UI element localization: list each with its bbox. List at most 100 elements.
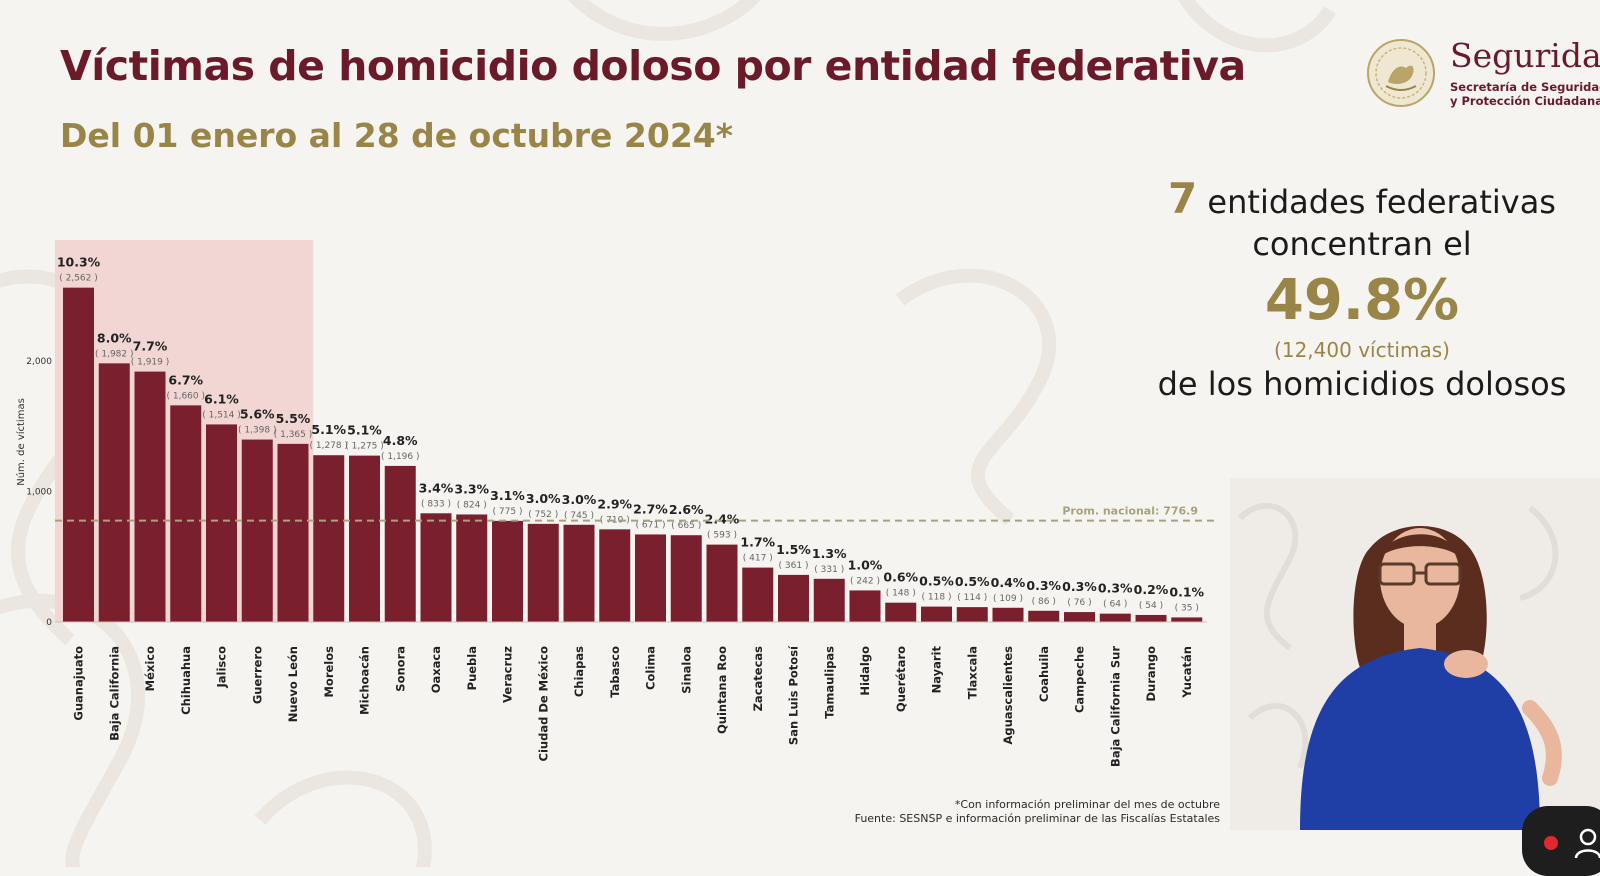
category-label: Sonora [393, 646, 407, 692]
bar-percent-label: 3.3% [454, 481, 489, 496]
bar-30 [1099, 613, 1131, 622]
bar-27 [992, 607, 1024, 622]
bar-value-label: ( 665 ) [671, 521, 701, 531]
user-icon [1574, 828, 1600, 858]
bar-29 [1064, 612, 1095, 622]
category-label: Sinaloa [679, 646, 693, 694]
category-label: Querétaro [894, 646, 908, 712]
recording-indicator[interactable] [1522, 806, 1600, 876]
y-tick-label: 2,000 [26, 357, 52, 367]
logo-line-1: Secretaría de Seguridad [1450, 80, 1600, 94]
bar-4 [170, 405, 202, 622]
bar-value-label: ( 833 ) [421, 499, 451, 509]
bar-value-label: ( 109 ) [993, 594, 1023, 604]
bar-28 [1028, 610, 1060, 622]
highlight-line-1: 7 entidades federativas [1152, 178, 1572, 223]
bar-value-label: ( 1,196 ) [381, 452, 420, 462]
y-tick-label: 1,000 [26, 488, 52, 498]
bar-percent-label: 0.2% [1134, 582, 1169, 597]
bar-9 [349, 455, 380, 622]
logo-name: Seguridad [1450, 36, 1600, 75]
bar-percent-label: 2.7% [633, 501, 668, 516]
category-label: Veracruz [501, 646, 515, 703]
bar-value-label: ( 361 ) [779, 561, 809, 571]
bar-17 [635, 534, 666, 622]
bar-value-label: ( 118 ) [922, 593, 952, 603]
bar-value-label: ( 54 ) [1139, 601, 1163, 611]
category-label: Guanajuato [72, 646, 86, 721]
footnote-preliminary: *Con información preliminar del mes de o… [954, 798, 1220, 811]
bar-percent-label: 0.3% [1062, 579, 1097, 594]
bar-value-label: ( 1,275 ) [345, 442, 384, 452]
highlight-percent: 49.8% [1264, 268, 1460, 333]
national-seal-icon [1367, 39, 1435, 107]
bar-value-label: ( 671 ) [636, 520, 666, 530]
agency-logo: Seguridad Secretaría de Seguridad y Prot… [1366, 36, 1600, 114]
bar-value-label: ( 710 ) [600, 515, 630, 525]
category-label: Colima [644, 646, 658, 690]
highlight-line-3: de los homicidios dolosos [1157, 365, 1567, 403]
bar-value-label: ( 1,982 ) [95, 349, 134, 359]
bar-12 [456, 514, 488, 622]
bar-26 [956, 607, 988, 622]
bar-14 [527, 523, 559, 622]
category-label: Guerrero [250, 646, 264, 704]
bar-percent-label: 1.0% [848, 557, 883, 572]
category-label: Tabasco [608, 646, 622, 698]
bar-percent-label: 0.3% [1026, 578, 1061, 593]
bar-percent-label: 6.1% [204, 391, 239, 406]
bar-value-label: ( 1,919 ) [131, 358, 170, 368]
bar-25 [921, 606, 952, 622]
category-label: Yucatán [1180, 646, 1194, 699]
category-label: Jalisco [215, 646, 229, 689]
sign-language-interpreter-video [1230, 478, 1600, 830]
bar-percent-label: 0.5% [955, 574, 990, 589]
category-label: Campeche [1073, 646, 1087, 713]
bar-3 [134, 371, 166, 622]
highlight-count: 7 [1168, 174, 1198, 223]
bar-value-label: ( 745 ) [564, 511, 594, 521]
bar-percent-label: 0.6% [883, 570, 918, 585]
bar-16 [599, 529, 631, 622]
bar-percent-label: 5.5% [276, 411, 311, 426]
highlight-line-2: concentran el [1252, 225, 1472, 263]
bar-percent-label: 3.1% [490, 488, 525, 503]
category-label: San Luis Potosí [787, 645, 801, 745]
footnotes: *Con información preliminar del mes de o… [760, 798, 1220, 826]
bar-percent-label: 10.3% [57, 255, 101, 270]
bar-percent-label: 5.1% [311, 422, 346, 437]
category-label: Zacatecas [751, 646, 765, 712]
bar-percent-label: 5.1% [347, 423, 382, 438]
bar-percent-label: 2.4% [705, 512, 740, 527]
category-label: Chihuahua [179, 646, 193, 715]
bar-2 [98, 363, 130, 622]
interpreter-figure [1230, 478, 1600, 830]
bar-value-label: ( 148 ) [886, 589, 916, 599]
bar-value-label: ( 86 ) [1032, 597, 1056, 607]
bar-percent-label: 5.6% [240, 407, 275, 422]
logo-line-2: y Protección Ciudadana [1450, 94, 1600, 108]
bar-percent-label: 1.7% [740, 535, 775, 550]
bar-percent-label: 1.5% [776, 542, 811, 557]
y-tick-label: 0 [46, 618, 52, 628]
bar-value-label: ( 242 ) [850, 576, 880, 586]
highlight-line-1-text: entidades federativas [1207, 183, 1556, 221]
category-label: México [143, 646, 157, 691]
category-label: Oaxaca [429, 646, 443, 693]
category-label: Tamaulipas [822, 646, 836, 719]
bar-value-label: ( 114 ) [957, 593, 987, 603]
bar-value-label: ( 1,660 ) [166, 391, 205, 401]
bar-32 [1171, 617, 1203, 622]
bar-percent-label: 3.0% [526, 491, 561, 506]
page-title: Víctimas de homicidio doloso por entidad… [60, 42, 1246, 90]
category-label: Quintana Roo [715, 646, 729, 734]
bar-percent-label: 4.8% [383, 433, 418, 448]
bar-value-label: ( 1,278 ) [309, 441, 348, 451]
bar-value-label: ( 35 ) [1175, 603, 1199, 613]
bar-percent-label: 7.7% [133, 339, 168, 354]
highlight-victims: (12,400 víctimas) [1274, 338, 1450, 362]
bar-15 [563, 524, 595, 622]
bar-13 [492, 520, 523, 622]
category-label: Baja California Sur [1108, 646, 1122, 767]
bar-percent-label: 2.6% [669, 502, 704, 517]
